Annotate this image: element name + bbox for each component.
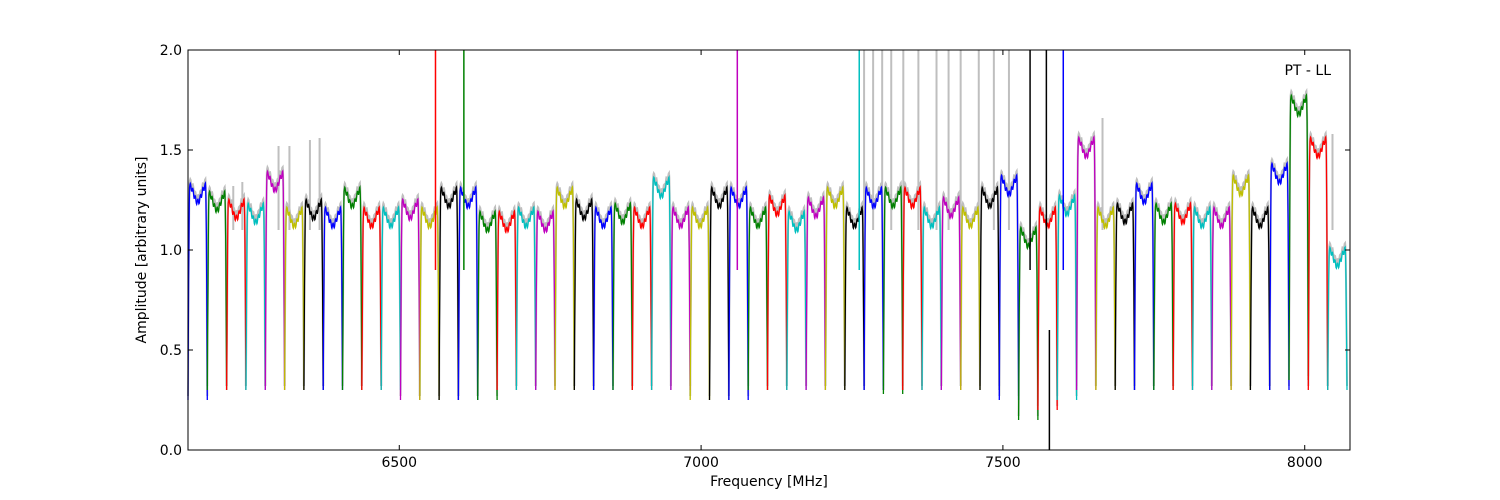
channel-line — [245, 201, 266, 391]
channel-line — [805, 195, 827, 391]
y-tick-label: 1.5 — [160, 143, 182, 159]
x-axis-label: Frequency [MHz] — [710, 474, 828, 490]
channel-line — [940, 195, 962, 391]
channel-line — [998, 172, 1020, 401]
channel-line — [1114, 201, 1136, 391]
channel-line — [399, 197, 421, 401]
channel-line — [225, 197, 247, 391]
channel-line — [786, 209, 807, 391]
rfi-spike-layer — [434, 50, 1065, 450]
channel-line — [303, 197, 324, 391]
channel-line — [1269, 160, 1290, 391]
channel-line — [206, 189, 228, 391]
channel-line — [612, 201, 633, 391]
channel-line — [921, 205, 942, 391]
channel-line — [515, 205, 537, 391]
channel-line — [264, 169, 286, 391]
channel-line — [1211, 205, 1232, 391]
channel-line — [766, 193, 788, 391]
series-layer — [187, 92, 1348, 421]
y-tick-label: 0.5 — [160, 343, 182, 359]
channel-line — [1017, 225, 1039, 421]
channel-line — [902, 184, 923, 391]
channel-line — [631, 205, 653, 391]
channel-line — [341, 184, 363, 391]
channel-line — [689, 205, 711, 401]
channel-line — [380, 205, 402, 391]
y-axis: 0.0 0.5 1.0 1.5 2.0 — [160, 43, 1350, 459]
channel-line — [960, 205, 981, 391]
x-tick-label: 8000 — [1287, 455, 1323, 471]
channel-line — [708, 184, 730, 401]
channel-line — [670, 205, 691, 391]
channel-line — [882, 184, 904, 395]
y-tick-label: 1.0 — [160, 243, 182, 259]
channel-line — [1327, 245, 1348, 391]
channel-line — [1191, 205, 1213, 391]
channel-line — [592, 205, 614, 391]
channel-line — [1075, 135, 1097, 391]
channel-line — [573, 197, 595, 391]
channel-line — [477, 209, 498, 401]
channel-line — [728, 185, 749, 401]
x-tick-label: 6500 — [381, 455, 417, 471]
channel-line — [863, 185, 885, 391]
channel-line — [824, 184, 846, 391]
channel-line — [1307, 135, 1329, 391]
channel-line — [554, 184, 575, 391]
channel-line — [1249, 205, 1271, 391]
channel-line — [322, 205, 344, 391]
channel-line — [457, 184, 479, 401]
x-axis: 6500 7000 7500 8000 — [381, 50, 1323, 471]
channel-line — [1288, 92, 1309, 381]
channel-line — [844, 205, 865, 391]
y-axis-label: Amplitude [arbitrary units] — [134, 157, 150, 344]
channel-line — [361, 205, 382, 391]
y-tick-label: 2.0 — [160, 43, 182, 59]
channel-line — [283, 205, 305, 391]
x-tick-label: 7500 — [985, 455, 1021, 471]
channel-line — [438, 184, 460, 401]
x-tick-label: 7000 — [683, 455, 719, 471]
channel-line — [1037, 204, 1058, 411]
y-tick-label: 0.0 — [160, 443, 182, 459]
channel-line — [535, 209, 556, 391]
channel-line — [187, 180, 208, 401]
channel-line — [1172, 201, 1194, 391]
channel-line — [496, 209, 518, 391]
channel-line — [1153, 201, 1174, 391]
channel-line — [979, 185, 1000, 391]
channel-line — [1056, 192, 1078, 401]
channel-line — [650, 174, 672, 391]
channel-line — [747, 205, 769, 391]
plot-annotation: PT - LL — [1284, 63, 1331, 79]
channel-line — [1095, 205, 1116, 391]
channel-line — [1230, 173, 1252, 391]
channel-line — [1133, 180, 1155, 391]
